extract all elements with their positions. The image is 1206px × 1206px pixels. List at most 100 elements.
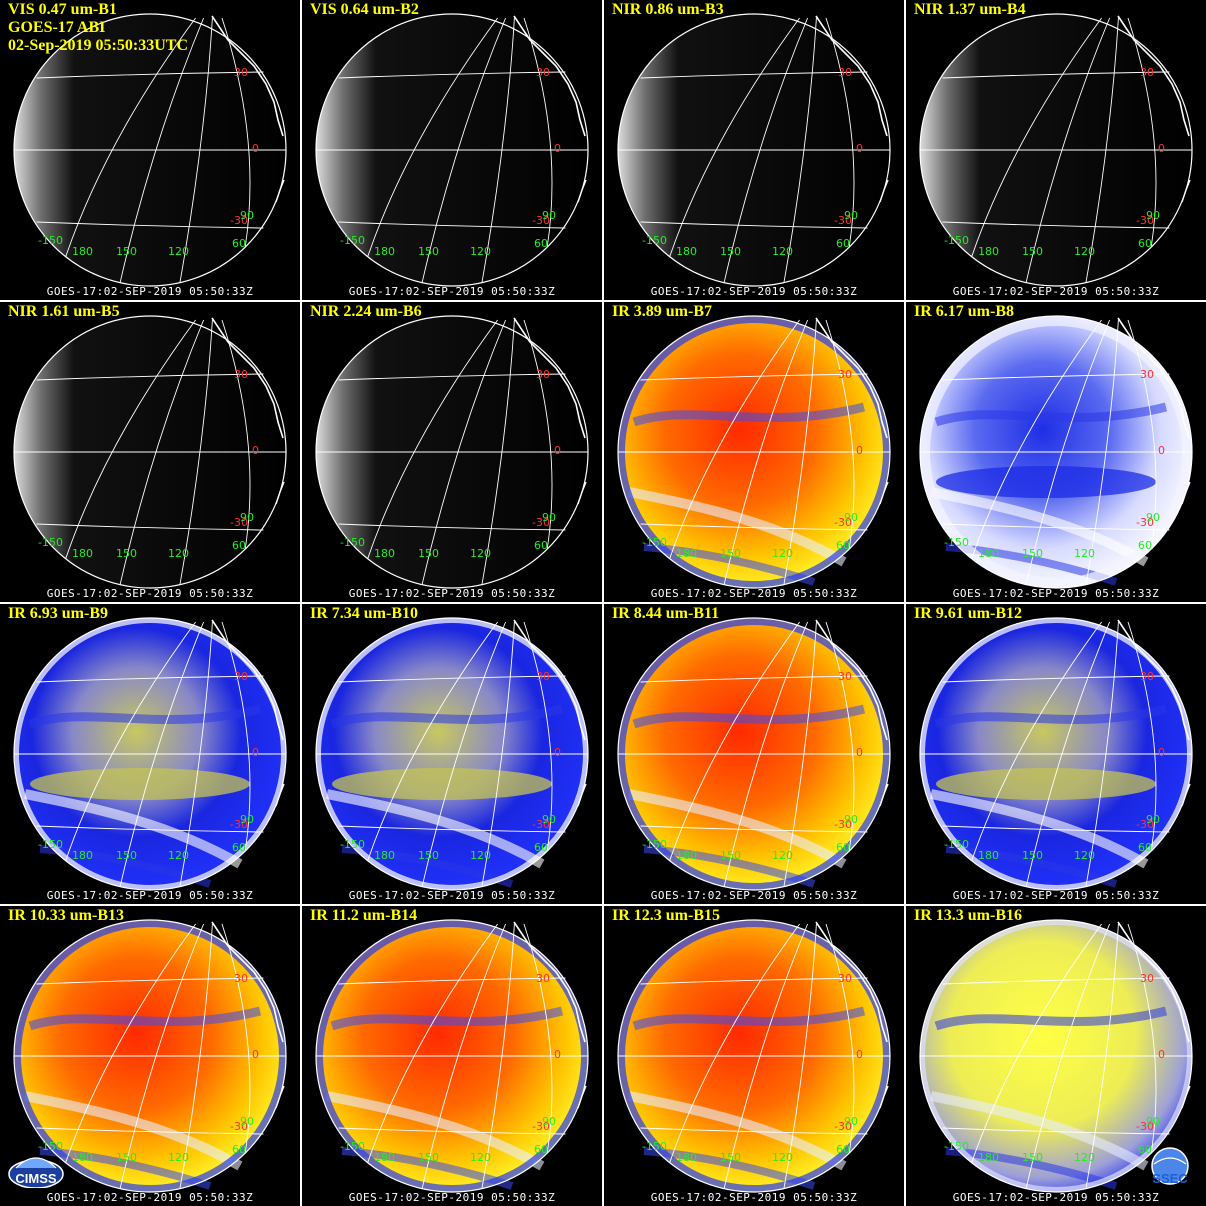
longitude-label: -150 (944, 1140, 969, 1153)
band-label: VIS 0.47 um-B1 (8, 1, 117, 18)
longitude-label: 90 (844, 511, 858, 524)
longitude-label: -150 (944, 838, 969, 851)
longitude-label: 120 (168, 849, 189, 862)
longitude-label: 180 (374, 245, 395, 258)
longitude-label: 60 (232, 539, 246, 552)
longitude-label: 180 (72, 849, 93, 862)
latitude-label: 30 (838, 972, 852, 985)
longitude-label: 90 (240, 813, 254, 826)
timestamp-footer: GOES-17:02-SEP-2019 05:50:33Z (650, 1191, 858, 1204)
latitude-label: 30 (536, 972, 550, 985)
longitude-label: -150 (642, 234, 667, 247)
longitude-label: 120 (168, 547, 189, 560)
longitude-label: 180 (676, 245, 697, 258)
band-label: IR 6.93 um-B9 (8, 605, 109, 622)
longitude-label: 90 (844, 1115, 858, 1128)
band-label: IR 9.61 um-B12 (914, 605, 1023, 622)
latitude-label: -30 (230, 516, 248, 529)
timestamp-footer: GOES-17:02-SEP-2019 05:50:33Z (952, 587, 1160, 600)
band-panel: VIS 0.64 um-B2 30 0 -30 -150 180 150 120 60 90 GOE… (302, 0, 602, 300)
longitude-label: -150 (340, 838, 365, 851)
latitude-label: 0 (1158, 746, 1165, 759)
longitude-label: 60 (836, 237, 850, 250)
longitude-label: 60 (534, 237, 548, 250)
longitude-label: 90 (844, 209, 858, 222)
band-label: NIR 1.61 um-B5 (8, 303, 120, 320)
timestamp-footer: GOES-17:02-SEP-2019 05:50:33Z (46, 1191, 254, 1204)
latitude-label: 0 (554, 142, 561, 155)
latitude-label: 30 (838, 670, 852, 683)
longitude-label: 120 (168, 245, 189, 258)
longitude-label: 60 (1138, 1143, 1152, 1156)
band-panel: IR 6.93 um-B9 30 0 -30 -150 180 150 120 60 90 GOES… (0, 604, 300, 904)
longitude-label: 150 (418, 547, 439, 560)
longitude-label: 90 (542, 511, 556, 524)
longitude-label: 150 (1022, 547, 1043, 560)
longitude-label: 150 (116, 1151, 137, 1164)
earth-disk-image (13, 315, 287, 589)
latitude-label: 0 (1158, 444, 1165, 457)
earth-disk-image (919, 13, 1193, 287)
latitude-label: 0 (252, 1048, 259, 1061)
latitude-label: 30 (1140, 670, 1154, 683)
earth-disk-image (617, 617, 891, 891)
longitude-label: 120 (470, 1151, 491, 1164)
band-panel: NIR 1.37 um-B4 30 0 -30 -150 180 150 120 60 90 GOE… (906, 0, 1206, 300)
latitude-label: -30 (834, 818, 852, 831)
longitude-label: 180 (676, 1151, 697, 1164)
longitude-label: -150 (642, 1140, 667, 1153)
latitude-label: 30 (536, 670, 550, 683)
longitude-label: 60 (836, 539, 850, 552)
latitude-label: 0 (554, 1048, 561, 1061)
longitude-label: 60 (1138, 237, 1152, 250)
latitude-label: -30 (532, 818, 550, 831)
timestamp-footer: GOES-17:02-SEP-2019 05:50:33Z (650, 587, 858, 600)
cimss-logo: CIMSS (6, 1144, 66, 1188)
latitude-label: 0 (554, 746, 561, 759)
longitude-label: 60 (534, 1143, 548, 1156)
longitude-label: 150 (720, 849, 741, 862)
band-panel: NIR 0.86 um-B3 30 0 -30 -150 180 150 120 60 90 GOE… (604, 0, 904, 300)
earth-disk-image (315, 919, 589, 1193)
latitude-label: -30 (1136, 1120, 1154, 1133)
latitude-label: 30 (1140, 66, 1154, 79)
longitude-label: 90 (240, 1115, 254, 1128)
band-panel: IR 9.61 um-B12 30 0 -30 -150 180 150 120 60 90 GOE… (906, 604, 1206, 904)
latitude-label: 0 (856, 444, 863, 457)
band-label: NIR 0.86 um-B3 (612, 1, 724, 18)
earth-disk-image (13, 919, 287, 1193)
latitude-label: -30 (230, 1120, 248, 1133)
timestamp-footer: GOES-17:02-SEP-2019 05:50:33Z (348, 889, 556, 902)
longitude-label: 60 (1138, 539, 1152, 552)
timestamp-footer: GOES-17:02-SEP-2019 05:50:33Z (46, 889, 254, 902)
latitude-label: 0 (252, 142, 259, 155)
latitude-label: 30 (234, 368, 248, 381)
latitude-label: 30 (1140, 972, 1154, 985)
longitude-label: 60 (534, 841, 548, 854)
latitude-label: 0 (856, 746, 863, 759)
longitude-label: 150 (418, 245, 439, 258)
latitude-label: 30 (234, 670, 248, 683)
longitude-label: 180 (374, 547, 395, 560)
longitude-label: 120 (168, 1151, 189, 1164)
band-panel: IR 7.34 um-B10 30 0 -30 -150 180 150 120 60 90 GOE… (302, 604, 602, 904)
ssec-logo: SSEC (1140, 1144, 1200, 1188)
longitude-label: 90 (240, 209, 254, 222)
timestamp-footer: GOES-17:02-SEP-2019 05:50:33Z (46, 285, 254, 298)
longitude-label: 120 (470, 849, 491, 862)
latitude-label: -30 (834, 214, 852, 227)
satellite-name: GOES-17 ABI (8, 19, 106, 36)
latitude-label: 30 (838, 368, 852, 381)
band-label: VIS 0.64 um-B2 (310, 1, 419, 18)
longitude-label: 120 (470, 547, 491, 560)
band-label: NIR 1.37 um-B4 (914, 1, 1026, 18)
latitude-label: -30 (532, 516, 550, 529)
longitude-label: 90 (1146, 1115, 1160, 1128)
band-panel: IR 10.33 um-B13 30 0 -30 -150 180 150 120 60 90 GO… (0, 906, 300, 1206)
latitude-label: -30 (1136, 214, 1154, 227)
longitude-label: 60 (836, 1143, 850, 1156)
earth-disk-image (617, 919, 891, 1193)
longitude-label: 120 (772, 849, 793, 862)
longitude-label: 90 (1146, 813, 1160, 826)
